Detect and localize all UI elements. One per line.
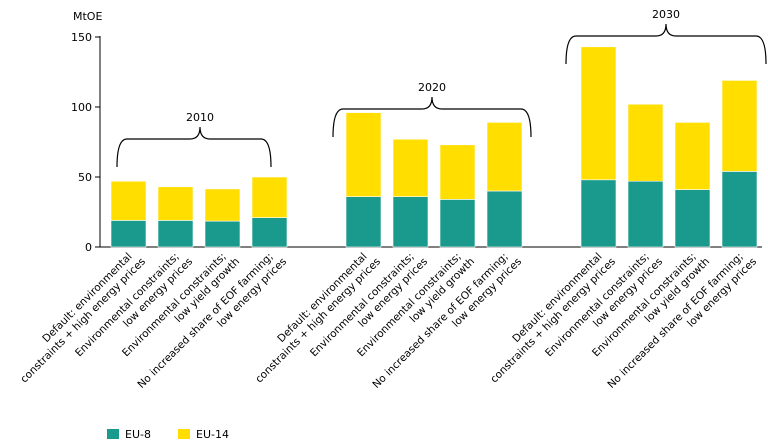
legend-label-eu-8: EU-8 bbox=[125, 428, 151, 441]
category-label-line: Default: environmental bbox=[510, 251, 604, 345]
bar-2030-4-eu-8 bbox=[721, 171, 758, 248]
bar-2030-3-eu-8 bbox=[674, 189, 711, 248]
bar-2010-4-eu-8 bbox=[251, 217, 288, 248]
bar-2020-2-eu-14 bbox=[392, 138, 429, 197]
bar-2020-4-eu-8 bbox=[486, 190, 523, 248]
bar-2030-4-eu-14 bbox=[721, 80, 758, 172]
bar-2020-1-eu-8 bbox=[345, 196, 382, 248]
bar-2020-3-eu-8 bbox=[439, 199, 476, 248]
bar-2010-1-eu-14 bbox=[110, 180, 147, 221]
bar-2010-4-eu-14 bbox=[251, 176, 288, 218]
bar-2030-1-eu-14 bbox=[580, 46, 617, 181]
bar-2030-2-eu-8 bbox=[627, 180, 664, 248]
y-tick-label: 50 bbox=[78, 171, 92, 184]
category-label-line: Default: environmental bbox=[40, 251, 134, 345]
legend-swatch-eu-8 bbox=[107, 429, 119, 439]
group-brace-2030 bbox=[565, 23, 767, 65]
legend-label-eu-14: EU-14 bbox=[196, 428, 229, 441]
bar-2030-1-eu-8 bbox=[580, 179, 617, 248]
group-label-2030: 2030 bbox=[652, 8, 680, 21]
y-axis-unit: MtOE bbox=[73, 10, 102, 23]
bar-2020-2-eu-8 bbox=[392, 196, 429, 248]
group-label-2010: 2010 bbox=[186, 111, 214, 124]
bar-2030-3-eu-14 bbox=[674, 122, 711, 190]
bar-2010-2-eu-14 bbox=[157, 186, 194, 221]
group-brace-2010 bbox=[116, 126, 272, 168]
bar-2010-2-eu-8 bbox=[157, 220, 194, 248]
bar-2020-4-eu-14 bbox=[486, 122, 523, 192]
group-label-2020: 2020 bbox=[418, 81, 446, 94]
y-tick-label: 0 bbox=[85, 241, 92, 254]
bar-2010-3-eu-14 bbox=[204, 188, 241, 222]
bar-2030-2-eu-14 bbox=[627, 103, 664, 182]
bar-2010-1-eu-8 bbox=[110, 220, 147, 248]
y-tick-label: 150 bbox=[71, 31, 92, 44]
bar-2020-3-eu-14 bbox=[439, 144, 476, 200]
bar-2010-3-eu-8 bbox=[204, 220, 241, 248]
group-brace-2020 bbox=[332, 96, 532, 138]
legend-swatch-eu-14 bbox=[178, 429, 190, 439]
y-tick-label: 100 bbox=[71, 101, 92, 114]
category-label-line: Default: environmental bbox=[275, 251, 369, 345]
bar-2020-1-eu-14 bbox=[345, 112, 382, 197]
